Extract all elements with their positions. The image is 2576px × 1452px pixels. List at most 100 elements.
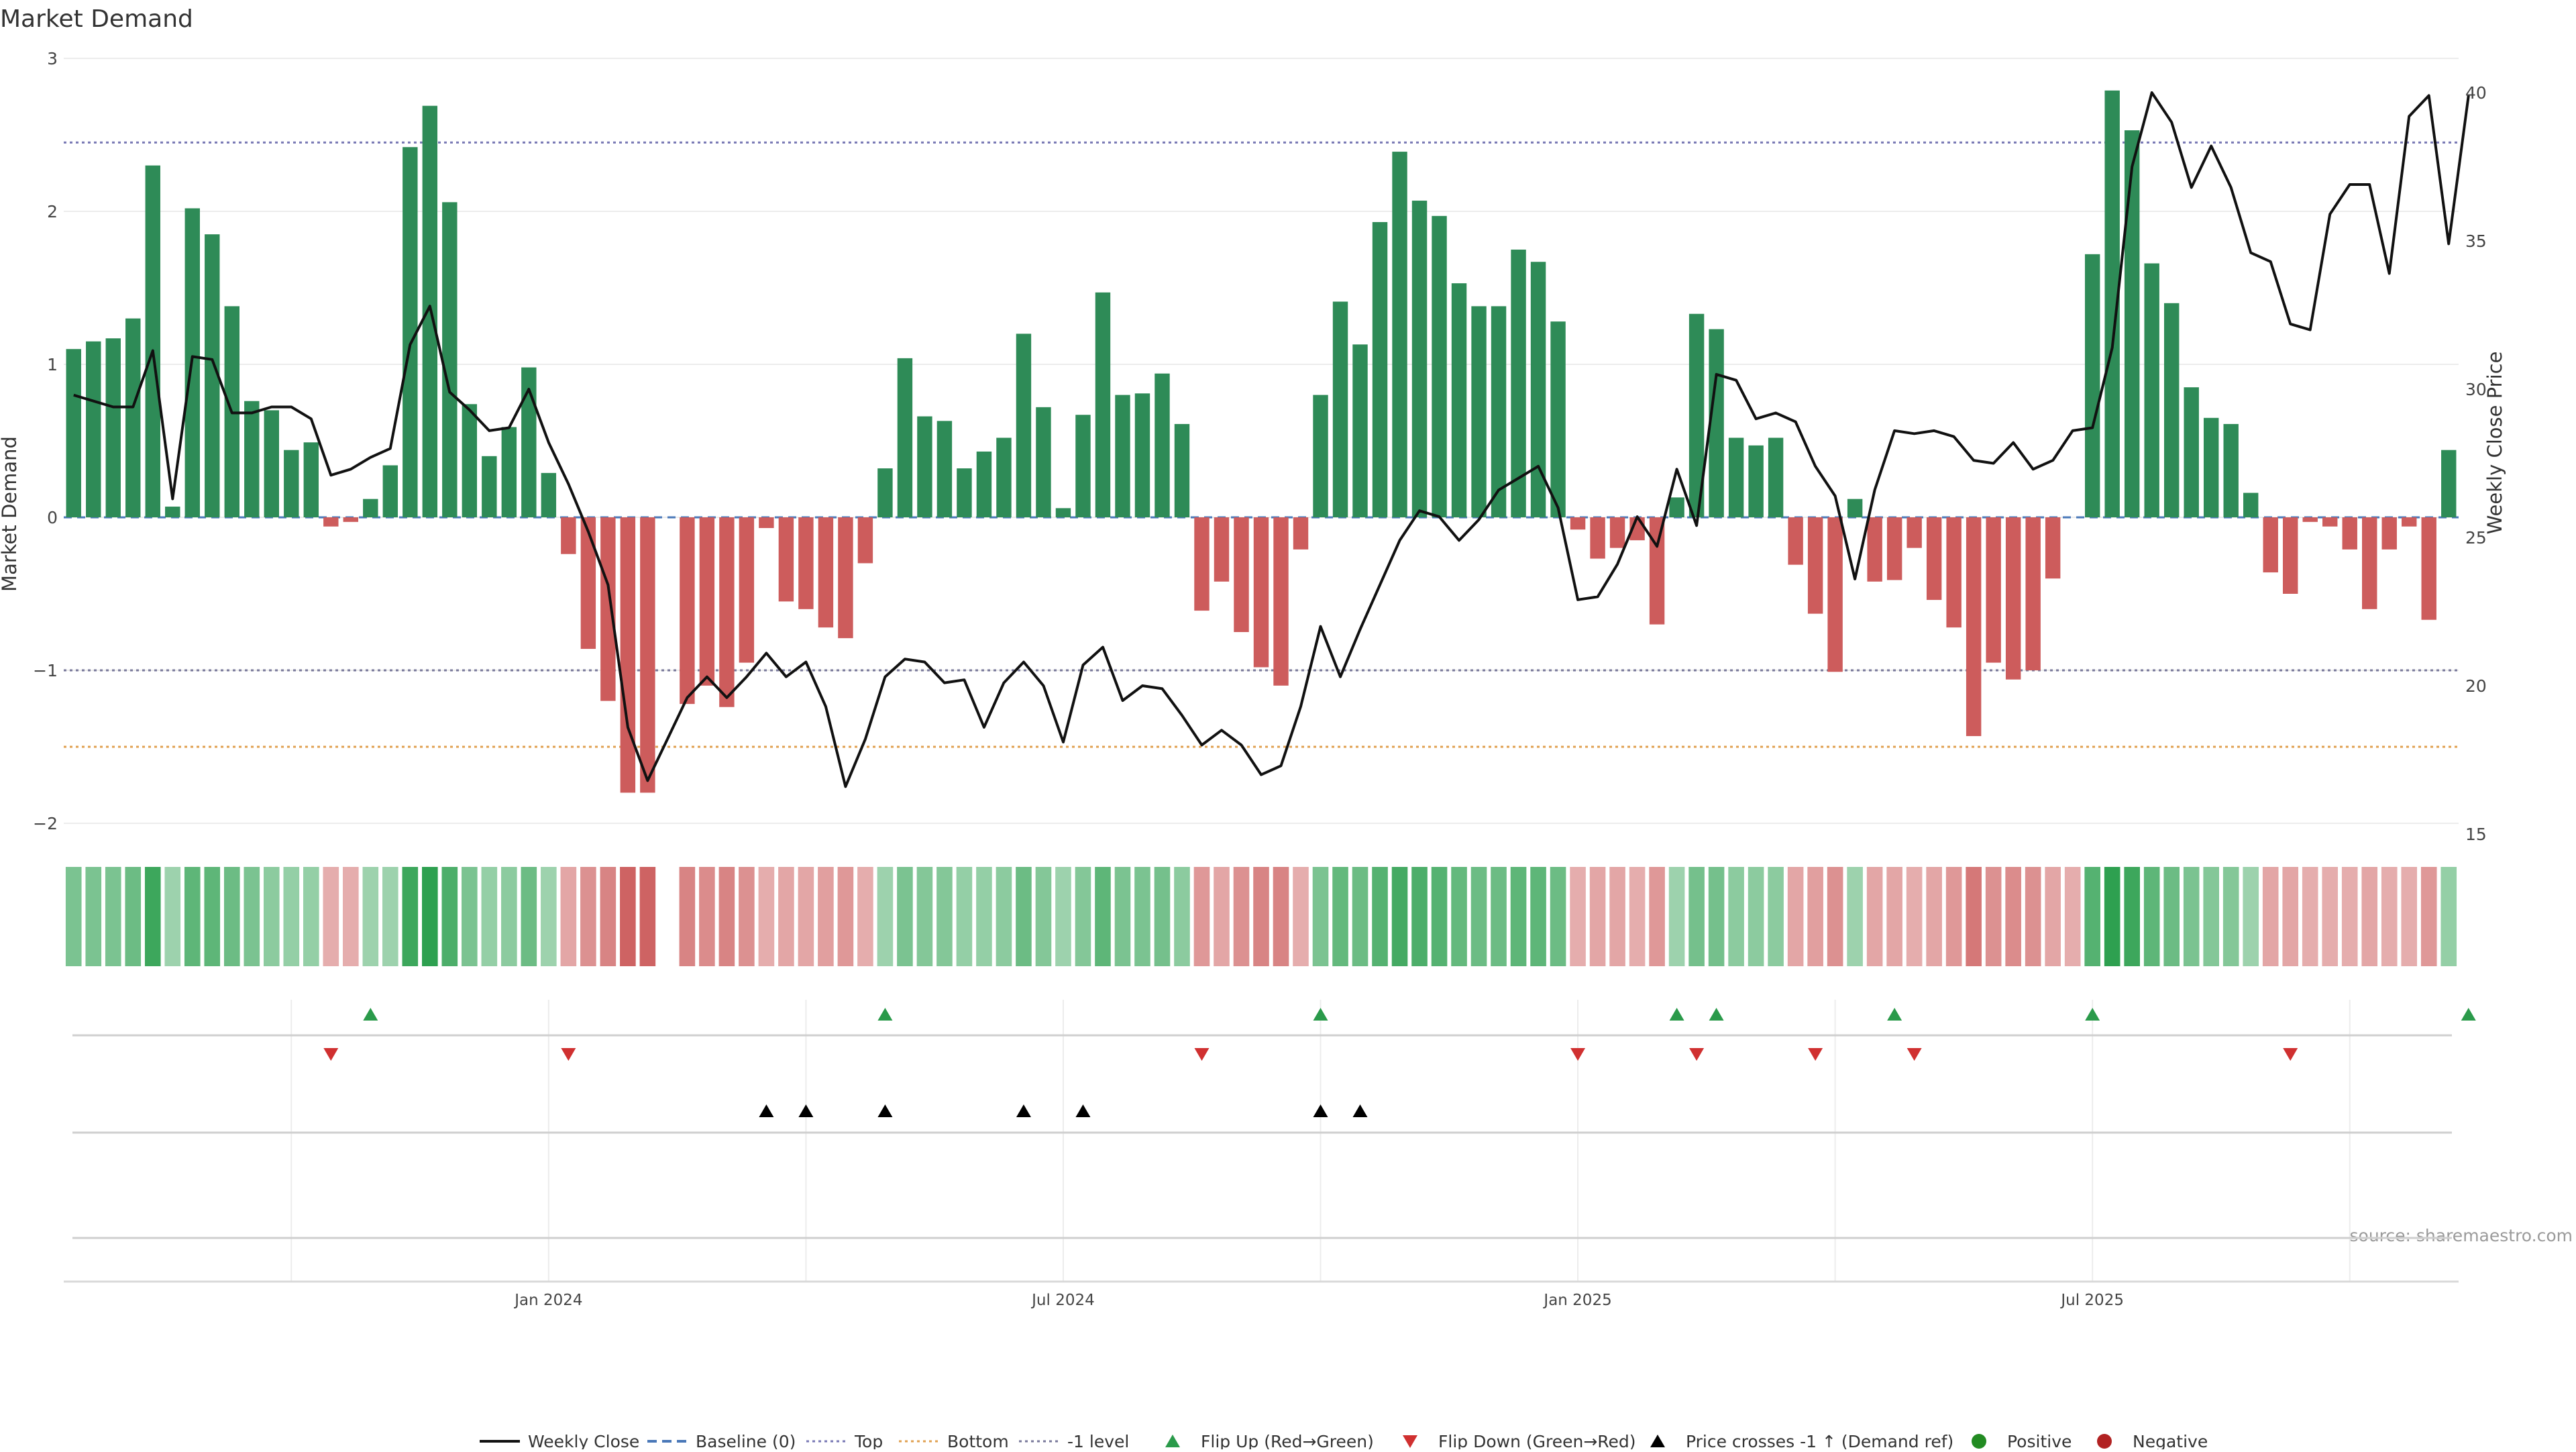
flip-down-marker	[1689, 1048, 1705, 1061]
demand-bar	[1946, 517, 1962, 628]
strip-cell	[2302, 867, 2318, 966]
strip-cell	[204, 867, 221, 966]
strip-cell	[1114, 867, 1131, 966]
strip-cell	[699, 867, 715, 966]
y-tick-label: 1	[47, 355, 58, 374]
demand-bar	[2045, 517, 2061, 579]
strip-cell	[2104, 867, 2121, 966]
demand-bar	[442, 202, 458, 517]
strip-cell	[521, 867, 537, 966]
demand-bar	[739, 517, 755, 663]
demand-bar	[1847, 499, 1863, 517]
demand-bar	[1669, 497, 1684, 517]
strip-cell	[2203, 867, 2219, 966]
price-cross-marker	[798, 1104, 814, 1117]
strip-cell	[1293, 867, 1309, 966]
demand-bar	[205, 234, 220, 517]
y2-tick-label: 20	[2465, 676, 2487, 696]
demand-bar	[561, 517, 576, 554]
flip-down-marker	[1194, 1048, 1210, 1061]
strip-cell	[1926, 867, 1942, 966]
strip-cell	[2183, 867, 2200, 966]
demand-bar	[1471, 306, 1487, 517]
strip-cell	[1174, 867, 1190, 966]
demand-bar	[2223, 423, 2239, 517]
demand-bar	[1986, 517, 2001, 663]
strip-cell	[1273, 867, 1289, 966]
demand-bar	[680, 517, 695, 705]
strip-cell	[1609, 867, 1625, 966]
strip-cell	[1728, 867, 1744, 966]
flip-up-marker	[363, 1008, 378, 1021]
strip-cell	[1095, 867, 1111, 966]
demand-bars	[66, 90, 2457, 793]
demand-bar	[1451, 283, 1467, 517]
intensity-strip	[65, 867, 2457, 966]
price-cross-marker	[1075, 1104, 1091, 1117]
legend-label: Weekly Close	[528, 1432, 639, 1449]
demand-bar	[2243, 492, 2259, 517]
strip-cell	[818, 867, 834, 966]
demand-bar	[363, 499, 378, 517]
demand-bar	[402, 147, 418, 518]
y-tick-label: 2	[47, 202, 58, 221]
legend: Weekly Close Baseline (0) Top Bottom -1 leve…	[480, 1432, 2208, 1451]
strip-cell	[2222, 867, 2239, 966]
flip-up-marker	[877, 1008, 893, 1021]
strip-cell	[1550, 867, 1566, 966]
strip-cell	[402, 867, 419, 966]
demand-bar	[2005, 517, 2021, 680]
strip-cell	[560, 867, 577, 966]
strip-cell	[1470, 867, 1487, 966]
strip-cell	[798, 867, 814, 966]
demand-bar	[1075, 415, 1091, 517]
flip-down-marker	[1570, 1048, 1586, 1061]
demand-bar	[165, 507, 180, 517]
strip-cell	[837, 867, 854, 966]
demand-bar	[976, 451, 992, 517]
demand-bar	[1926, 517, 1942, 601]
chart-title: Market Demand	[0, 5, 193, 33]
strip-cell	[85, 867, 102, 966]
strip-cell	[1966, 867, 1982, 966]
strip-cell	[343, 867, 359, 966]
demand-bar	[86, 341, 101, 517]
y2-tick-label: 30	[2465, 380, 2487, 399]
y2-tick-label: 40	[2465, 83, 2487, 103]
strip-cell	[1589, 867, 1606, 966]
strip-cell	[2045, 867, 2061, 966]
strip-cell	[1570, 867, 1586, 966]
demand-bar	[2263, 517, 2278, 573]
strip-cell	[1372, 867, 1388, 966]
demand-bar	[2025, 517, 2041, 670]
strip-cell	[1886, 867, 1902, 966]
strip-cell	[1708, 867, 1725, 966]
strip-cell	[2005, 867, 2021, 966]
strip-cell	[2064, 867, 2081, 966]
strip-cell	[2084, 867, 2100, 966]
flip-up-marker	[1669, 1008, 1684, 1021]
demand-bar	[2283, 517, 2298, 594]
strip-cell	[2341, 867, 2358, 966]
demand-bar	[1907, 517, 1922, 548]
demand-bar	[1570, 517, 1586, 530]
demand-bar	[1055, 508, 1071, 517]
demand-bar	[1788, 517, 1803, 565]
legend-swatch	[1403, 1435, 1417, 1448]
weekly-close-line	[73, 91, 2470, 788]
demand-bar	[125, 318, 141, 517]
legend-label: Negative	[2133, 1432, 2208, 1449]
demand-bar	[1550, 321, 1566, 517]
demand-bar	[1432, 215, 1447, 517]
demand-bar	[462, 404, 478, 517]
strip-cell	[620, 867, 636, 966]
demand-bar	[1332, 301, 1348, 517]
demand-bar	[303, 442, 319, 517]
strip-cell	[1649, 867, 1665, 966]
demand-bar	[640, 517, 655, 793]
strip-cell	[1391, 867, 1408, 966]
y2-tick-label: 25	[2465, 528, 2487, 548]
demand-bar	[1155, 373, 1170, 517]
demand-bar	[264, 410, 280, 517]
